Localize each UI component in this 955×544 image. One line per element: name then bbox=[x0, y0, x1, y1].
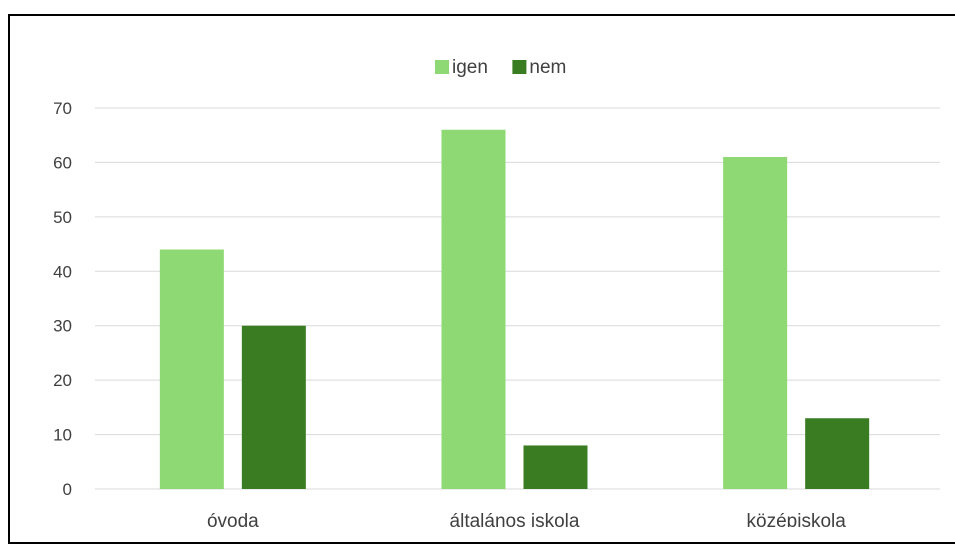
legend-label-igen: igen bbox=[452, 57, 488, 78]
y-tick-label: 20 bbox=[53, 371, 72, 390]
y-tick-label: 70 bbox=[53, 99, 72, 118]
bar-igen bbox=[159, 249, 224, 489]
bar-nem bbox=[241, 325, 306, 489]
chart-border bbox=[8, 14, 955, 544]
y-tick-label: 50 bbox=[53, 208, 72, 227]
legend-swatch-igen bbox=[435, 60, 449, 74]
legend-label-nem: nem bbox=[529, 57, 566, 78]
chart-frame: 0 10 20 30 40 50 60 70 óvoda általános iskola közé… bbox=[8, 14, 955, 544]
y-tick-label: 30 bbox=[53, 317, 72, 336]
y-tick-label: 40 bbox=[53, 262, 72, 281]
y-tick-label: 0 bbox=[63, 480, 72, 499]
y-tick-label: 10 bbox=[53, 426, 72, 445]
bar-nem bbox=[523, 445, 588, 489]
bar-nem bbox=[805, 418, 870, 489]
bar-igen bbox=[441, 129, 506, 489]
y-tick-label: 60 bbox=[53, 153, 72, 172]
legend-swatch-nem bbox=[512, 60, 527, 74]
bar-igen bbox=[723, 156, 788, 489]
